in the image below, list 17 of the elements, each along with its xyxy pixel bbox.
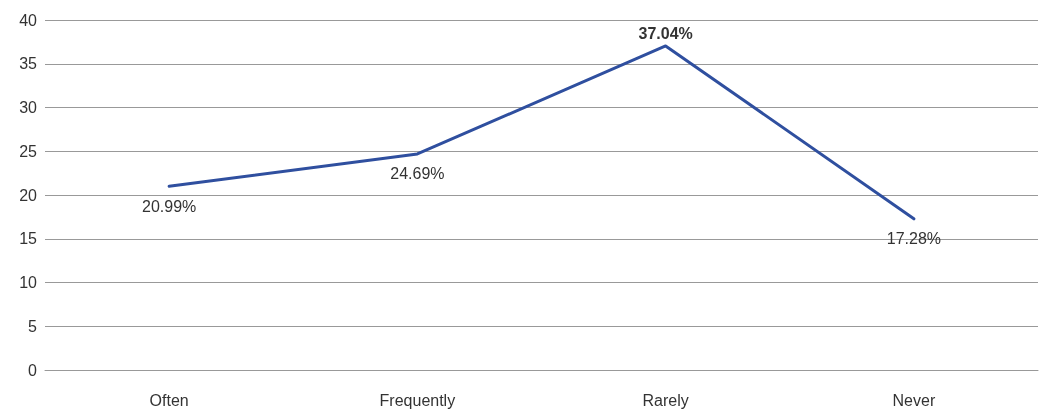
data-label: 17.28%: [886, 230, 942, 248]
y-tick-label: 30: [19, 99, 38, 116]
x-tick-label: Rarely: [642, 391, 689, 409]
y-tick-label: 15: [19, 230, 38, 248]
y-tick-label: 35: [19, 55, 38, 73]
y-tick-label: 40: [19, 11, 38, 29]
y-tick-label: 0: [28, 361, 38, 379]
data-label: 37.04%: [638, 25, 693, 43]
y-tick-label: 20: [19, 186, 38, 204]
y-tick-label: 25: [19, 142, 38, 160]
data-label: 24.69%: [390, 165, 445, 183]
y-tick-label: 10: [19, 274, 38, 291]
y-tick-label: 5: [28, 317, 38, 335]
data-label: 20.99%: [141, 197, 197, 215]
x-tick-label: Never: [892, 391, 936, 409]
x-tick-label: Often: [149, 391, 189, 409]
x-tick-label: Frequently: [379, 391, 456, 409]
